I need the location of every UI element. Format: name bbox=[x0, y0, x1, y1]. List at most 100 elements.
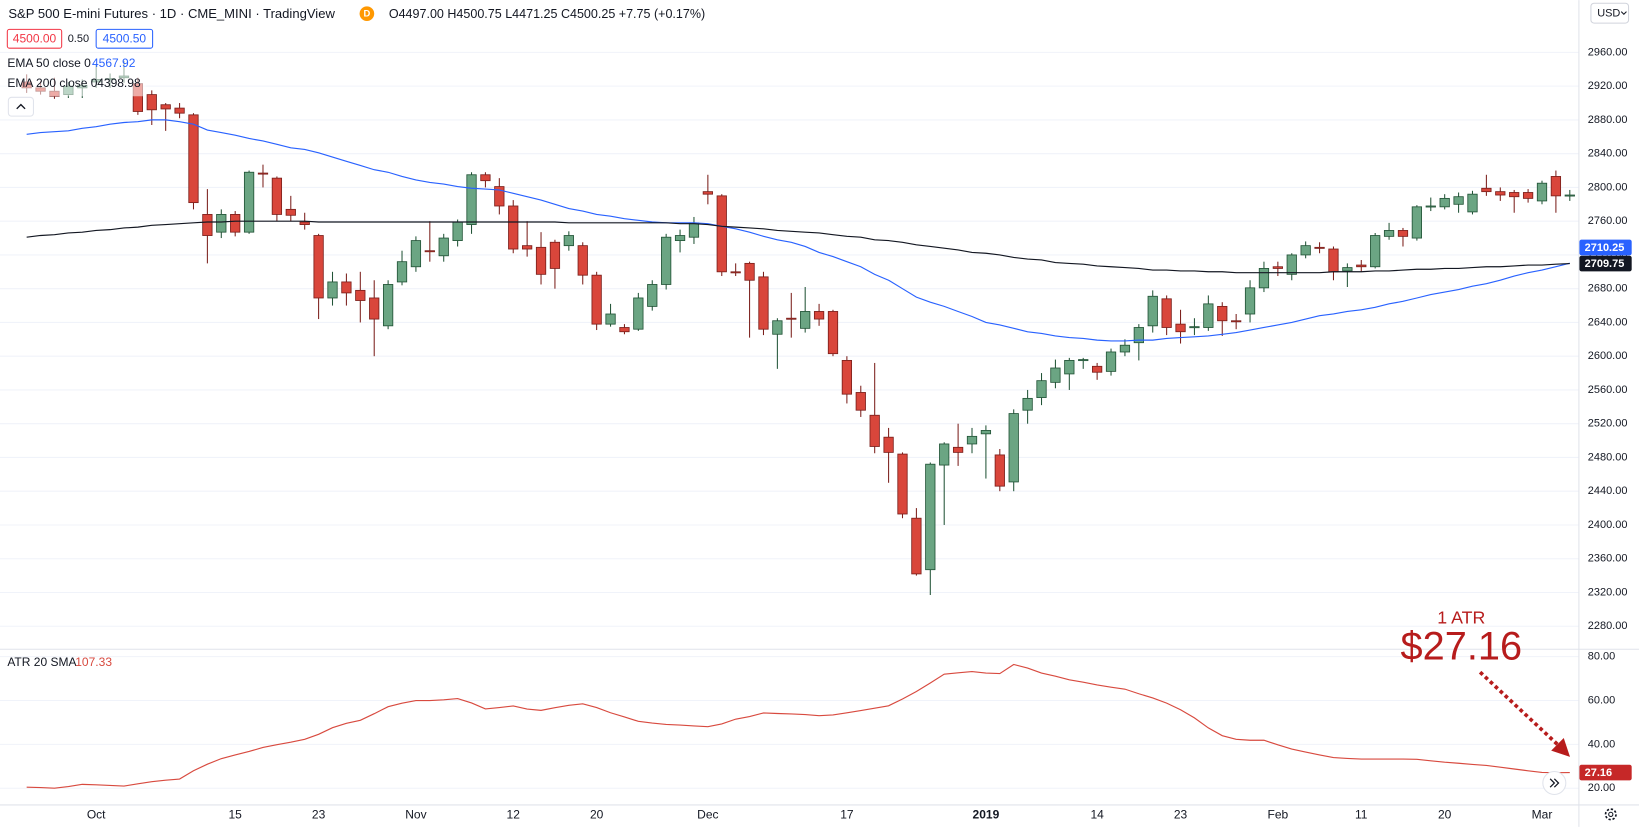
dropdown-icon bbox=[1620, 11, 1627, 15]
y-tick-label: 2960.00 bbox=[1588, 46, 1628, 58]
y-tick-label: 2760.00 bbox=[1588, 215, 1628, 227]
candle-body bbox=[772, 320, 783, 335]
axes: 2280.002320.002360.002400.002440.002480.… bbox=[87, 46, 1632, 822]
badge bbox=[359, 6, 375, 21]
candle-body bbox=[355, 289, 366, 301]
candle-body bbox=[1522, 192, 1534, 199]
candle-body bbox=[883, 436, 894, 453]
legend-value: 4567.92 bbox=[92, 56, 136, 70]
x-tick-label: Dec bbox=[697, 808, 718, 822]
candle-body bbox=[452, 221, 463, 242]
x-tick-label: 17 bbox=[840, 808, 854, 822]
candle-body bbox=[925, 463, 936, 571]
legend-name[interactable]: EMA 200 close 0 bbox=[7, 76, 97, 90]
buy-price[interactable]: 4500.50 bbox=[103, 31, 147, 45]
x-tick-label: 12 bbox=[507, 808, 521, 822]
legend-name[interactable]: EMA 50 close 0 bbox=[7, 56, 91, 70]
candle-body bbox=[591, 274, 602, 325]
price-tag bbox=[1579, 239, 1632, 256]
currency-dropdown[interactable] bbox=[1590, 2, 1630, 24]
candle-body bbox=[1189, 326, 1200, 329]
candle-body bbox=[1356, 264, 1367, 268]
candle-body bbox=[1383, 230, 1395, 237]
x-tick-label: 20 bbox=[1438, 808, 1452, 822]
candle-body bbox=[160, 104, 171, 110]
ohlc-values: O4497.00 H4500.75 L4471.25 C4500.25 +7.7… bbox=[389, 7, 705, 21]
candle-body bbox=[257, 172, 269, 175]
candle-body bbox=[1050, 367, 1061, 383]
candle-body bbox=[994, 454, 1005, 487]
candle-body bbox=[1495, 191, 1506, 196]
candle-body bbox=[1258, 268, 1270, 289]
candle-body bbox=[1550, 176, 1562, 197]
candle-body bbox=[230, 214, 241, 233]
candle-body bbox=[438, 237, 449, 257]
currency[interactable]: USD bbox=[1597, 8, 1620, 20]
candle-body bbox=[1439, 197, 1450, 208]
y-tick-label: 2400.00 bbox=[1588, 519, 1628, 531]
candle-body bbox=[1175, 323, 1186, 333]
candle-body bbox=[855, 392, 866, 411]
candle-body bbox=[396, 261, 408, 283]
annotation-arrow bbox=[1478, 670, 1560, 747]
candle-body bbox=[299, 221, 310, 225]
candle-body bbox=[1036, 380, 1047, 398]
candle-body bbox=[1231, 320, 1242, 323]
y-tick-label: 2320.00 bbox=[1588, 586, 1628, 598]
candle-body bbox=[1217, 305, 1228, 322]
candle-body bbox=[1509, 192, 1520, 198]
candle-body bbox=[980, 430, 992, 435]
candle-body bbox=[897, 453, 908, 515]
candle-body bbox=[633, 297, 644, 330]
y-tick-label: 2480.00 bbox=[1588, 451, 1628, 463]
candle-body bbox=[1370, 235, 1381, 268]
y-tick-label: 2640.00 bbox=[1588, 316, 1628, 328]
candle-body bbox=[1536, 182, 1548, 202]
candle-body bbox=[827, 311, 839, 355]
candle-body bbox=[619, 327, 630, 333]
candle-body bbox=[674, 235, 686, 242]
collapse-button[interactable] bbox=[7, 96, 34, 117]
symbol-title[interactable]: S&P 500 E-mini Futures · 1D · CME_MINI ·… bbox=[8, 6, 335, 21]
y-tick-label: 2880.00 bbox=[1588, 114, 1628, 126]
candle-body bbox=[911, 517, 922, 575]
badge-text: D bbox=[363, 8, 370, 19]
y-tick-label: 2440.00 bbox=[1588, 485, 1628, 497]
candle-body bbox=[730, 271, 741, 274]
candle-body bbox=[174, 107, 185, 114]
candle-body bbox=[1328, 248, 1339, 273]
candle-body bbox=[939, 443, 950, 466]
atr-legend-name[interactable]: ATR 20 SMA bbox=[7, 655, 76, 669]
scroll-icon bbox=[1549, 778, 1556, 788]
candle-body bbox=[841, 359, 853, 395]
y-tick-label: 40.00 bbox=[1588, 738, 1615, 750]
price-tag bbox=[1579, 764, 1632, 781]
sell-price[interactable]: 4500.00 bbox=[13, 31, 57, 45]
candle-body bbox=[1244, 287, 1256, 315]
indicator-line bbox=[26, 663, 1570, 789]
buy-button[interactable] bbox=[95, 28, 154, 49]
candle-body bbox=[508, 205, 519, 250]
ema-line bbox=[26, 220, 1570, 274]
candle-body bbox=[1397, 230, 1409, 237]
candle-body bbox=[800, 311, 811, 329]
x-tick-label: 23 bbox=[312, 808, 326, 822]
candle-body bbox=[1481, 187, 1492, 193]
candle-body bbox=[813, 311, 825, 320]
candle-body bbox=[1022, 397, 1033, 411]
candle-body bbox=[786, 317, 797, 320]
price-tag-label: 27.16 bbox=[1585, 767, 1612, 779]
candle-body bbox=[1064, 359, 1075, 375]
x-tick-label: 11 bbox=[1355, 808, 1368, 822]
candle-body bbox=[285, 208, 296, 216]
candle-body bbox=[313, 235, 324, 299]
candle-body bbox=[1147, 295, 1158, 327]
sell-button[interactable] bbox=[6, 28, 63, 49]
candle-body bbox=[549, 241, 561, 269]
settings-icon[interactable] bbox=[1604, 808, 1617, 821]
x-tick-label: 15 bbox=[229, 808, 243, 822]
candle-body bbox=[1119, 344, 1131, 353]
candle-body bbox=[466, 174, 477, 225]
candle-body bbox=[966, 435, 978, 445]
chevron-icon bbox=[16, 103, 26, 110]
